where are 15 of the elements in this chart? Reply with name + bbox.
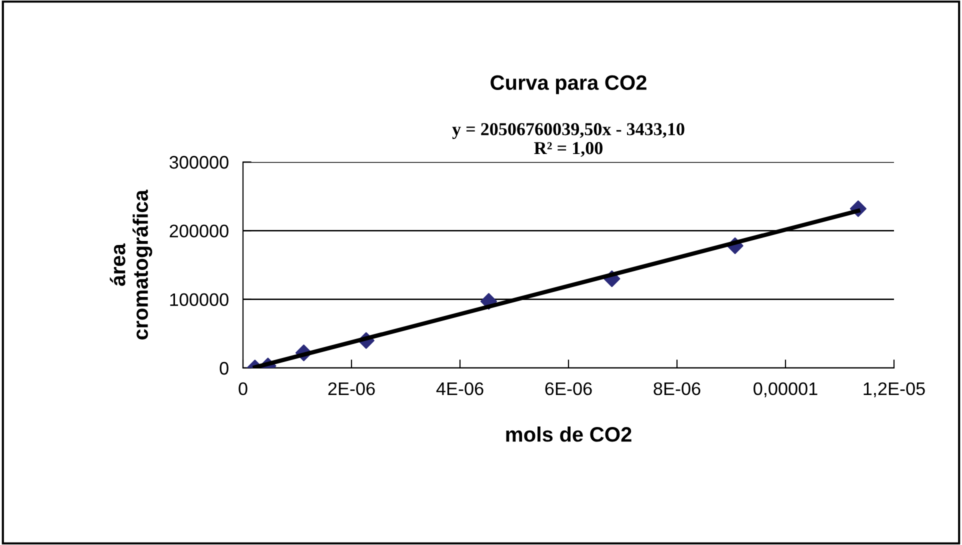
y-tick-label: 300000 xyxy=(170,156,228,169)
chart-title: Curva para CO2 xyxy=(490,75,646,94)
text: y = 20506760039,50x - 3433,10 R² = 1,00 xyxy=(452,123,684,157)
x-axis-title: mols de CO2 xyxy=(506,426,632,442)
y-tick-label: 0 xyxy=(220,362,228,375)
y-tick-label: 200000 xyxy=(170,224,228,238)
x-tick-label: 0,00001 xyxy=(754,382,818,398)
x-tick-label: 4E-06 xyxy=(436,382,484,396)
x-tick-label: 8E-06 xyxy=(654,382,700,396)
x-tick-label: 6E-06 xyxy=(545,382,592,396)
x-tick-label: 0 xyxy=(238,382,248,396)
x-tick-label: 1,2E-05 xyxy=(864,382,925,398)
y-axis-title: área cromatográfica xyxy=(110,190,152,340)
y-tick-label: 100000 xyxy=(170,293,228,306)
x-tick-label: 2E-06 xyxy=(328,382,375,396)
